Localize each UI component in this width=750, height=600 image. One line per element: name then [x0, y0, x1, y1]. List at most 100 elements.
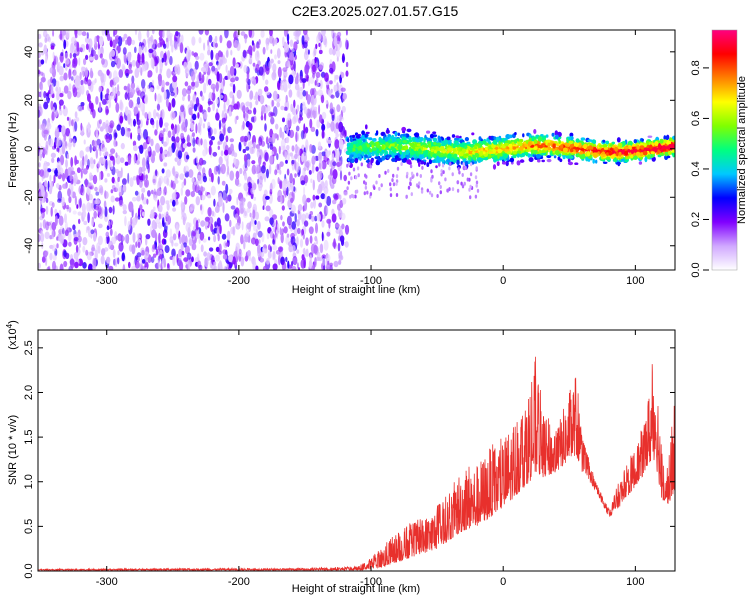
spectrogram-cell [488, 151, 494, 154]
spectrogram-cell [207, 194, 212, 199]
spectrogram-cell [245, 101, 251, 107]
spectrogram-cell [242, 148, 246, 154]
spectrogram-cell [166, 214, 171, 225]
spectrogram-cell [96, 138, 101, 146]
spectrogram-cell [241, 221, 244, 231]
spectrogram-cell [102, 121, 106, 130]
spectrogram-cell [91, 218, 94, 227]
spectrogram-cell [249, 147, 255, 155]
spectrogram-cell [143, 129, 148, 140]
spectrogram-cell [330, 183, 335, 189]
spectrogram-cell [43, 129, 49, 135]
spectrogram-cell [562, 155, 566, 160]
spectrogram-cell [81, 31, 87, 37]
spectrogram-cell [257, 178, 260, 185]
spectrogram-cell [446, 136, 451, 141]
spectrogram-cell [68, 132, 72, 142]
spectrogram-cell [61, 30, 67, 36]
spectrogram-cell [41, 85, 44, 91]
spectrogram-cell [110, 195, 115, 203]
colorbar-tick-label: 0.2 [690, 212, 702, 227]
spectrogram-cell [131, 75, 135, 84]
spectrogram-cell [574, 162, 579, 165]
spectrogram-cell [49, 252, 53, 261]
spectrogram-cell [243, 182, 249, 192]
spectrogram-cell [413, 133, 418, 136]
spectrogram-cell [428, 190, 432, 195]
spectrogram-cell [313, 155, 317, 163]
spectrogram-cell [356, 166, 360, 171]
snr-y-label: SNR (10 * v/v) [7, 415, 19, 485]
spectrogram-cell [409, 177, 412, 182]
spectrogram-cell [305, 145, 308, 153]
spectrogram-cell [251, 164, 257, 175]
spectrogram-cell [335, 49, 341, 58]
spectrogram-cell [174, 64, 178, 74]
spectrogram-cell [198, 157, 204, 166]
spectrogram-cell [339, 235, 345, 243]
spectrogram-cell [243, 64, 248, 73]
spectrogram-cell [293, 31, 296, 37]
spectrogram-cell [72, 210, 77, 215]
spectrogram-cell [201, 95, 205, 101]
spectrogram-cell [40, 77, 46, 83]
spectrogram-cell [402, 140, 408, 144]
spectrogram-cell [83, 77, 89, 85]
spectrogram-cell [164, 125, 169, 133]
spectrogram-cell [134, 46, 137, 53]
spectrogram-cell [44, 231, 50, 240]
spectrogram-cell [325, 100, 328, 105]
spectrogram-cell [183, 178, 187, 186]
spectrogram-cell [83, 139, 86, 145]
spectrogram-cell [214, 206, 220, 213]
spectrogram-cell [227, 194, 232, 202]
spectrogram-cell [306, 197, 311, 203]
spectrogram-cell [333, 36, 338, 47]
spectrogram-cell [149, 87, 154, 93]
spectrogram-cell [90, 202, 94, 209]
spectrogram-cell [462, 162, 465, 167]
spectrogram-cell [338, 160, 343, 167]
spectrogram-cell [128, 99, 134, 109]
spectrogram-cell [82, 105, 84, 111]
spectrogram-cell [110, 189, 114, 194]
spectrogram-cell [276, 163, 279, 170]
spectrogram-cell [334, 139, 340, 149]
spectrogram-cell [220, 163, 226, 175]
spectrogram-cell [141, 157, 146, 168]
spectrogram-cell [225, 242, 230, 247]
spectrogram-cell [409, 182, 412, 187]
spectrogram-cell [213, 166, 219, 175]
spectrogram-cell [68, 83, 72, 91]
spectrogram-cell [305, 212, 309, 219]
spectrogram-cell [200, 244, 204, 253]
spectrogram-cell [53, 174, 56, 184]
spectrogram-cell [125, 72, 129, 78]
spectrogram-cell [63, 260, 68, 268]
spectrogram-cell [512, 146, 517, 150]
spectrogram-cell [98, 85, 103, 93]
spectrogram-cell [590, 150, 593, 155]
spectrogram-cell [108, 265, 114, 270]
spectrogram-cell [150, 138, 154, 147]
spectrogram-cell [455, 135, 460, 138]
spectrogram-cell [451, 134, 456, 138]
spectrogram-cell [141, 259, 146, 264]
spectrogram-cell [291, 155, 295, 160]
spectrogram-cell [154, 129, 158, 136]
spectrogram-cell [226, 158, 229, 168]
spectrogram-cell [45, 144, 49, 156]
spectrogram-cell [317, 141, 322, 150]
spectrogram-cell [303, 186, 306, 196]
spectrogram-cell [121, 235, 125, 242]
spectrogram-cell [40, 204, 43, 214]
spectrogram-cell [205, 146, 208, 155]
spectrogram-cell [145, 267, 148, 270]
spectrogram-cell [113, 70, 118, 81]
spectrogram-cell [294, 35, 300, 41]
spectrogram-cell [269, 155, 274, 165]
spectrogram-cell [147, 218, 151, 226]
spectrogram-cell [281, 205, 285, 211]
spectrogram-cell [225, 135, 229, 143]
spectrogram-cell [38, 182, 42, 187]
